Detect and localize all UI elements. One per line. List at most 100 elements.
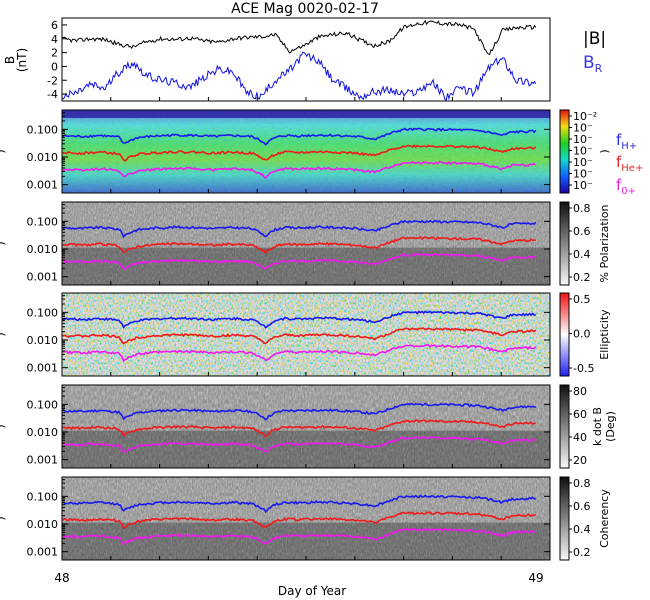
y-tick-label: -2 (47, 74, 58, 87)
y-tick-label: 0.010 (27, 151, 59, 164)
colorbar-tick-label: 10⁻ (573, 145, 593, 158)
y-tick-label: 0.100 (27, 215, 59, 228)
y-tick-label: 0.001 (27, 271, 59, 284)
colorbar-tick-label: 0.0 (573, 328, 591, 341)
gyro-line-fH (62, 127, 537, 146)
spectrogram (62, 110, 550, 193)
y-tick-label: 0.100 (27, 490, 59, 503)
legend-b-magnitude: |B| (583, 29, 606, 49)
gyro-line-fHe (62, 511, 537, 530)
legend-b-radial-main: B (583, 53, 595, 73)
colorbar-tick-label: 10⁻ (573, 133, 593, 146)
y-tick-label: 0.001 (27, 179, 59, 192)
spectrogram (62, 202, 550, 285)
y-tick-label: 0.010 (27, 334, 59, 347)
colorbar-tick-label: 10⁻ (573, 168, 593, 181)
y-tick-label: 0.001 (27, 454, 59, 467)
colorbar (559, 476, 570, 561)
colorbar-tick-label: 40 (573, 431, 587, 444)
y-tick-label: 2 (51, 47, 58, 60)
colorbar-tick-label: 0.6 (573, 225, 591, 238)
b-field-ylabel-unit: (nT) (15, 48, 29, 72)
colorbar-tick-label: 0.8 (573, 477, 591, 490)
legend-f-oplus-sub: 0+ (621, 186, 636, 197)
y-tick-label: 6 (51, 19, 58, 32)
colorbar-tick-label: 10⁻² (573, 110, 597, 123)
colorbar-label: Coherency (598, 489, 611, 548)
colorbar-label-unit: (Deg) (604, 411, 617, 442)
panel-polarization: 0.100 0.010 0.001) 0.8 0.6 0.4 0.2 % Polarizati… (0, 201, 611, 286)
colorbar-tick-label: 0.2 (573, 546, 591, 559)
colorbar-tick-label: 10⁻ (573, 156, 593, 169)
series-line-b-radial (61, 51, 537, 101)
spectrogram-texture (62, 202, 550, 285)
colorbar (559, 292, 570, 377)
y-tick-label: -4 (47, 88, 58, 101)
y-axis-label-fragment: ) (0, 424, 7, 428)
panel-coherency: 0.100 0.010 0.001) 0.8 0.6 0.4 0.2 Coherency (0, 476, 611, 561)
y-axis-label-fragment: ) (0, 332, 7, 336)
panel-k-dot-b: 0.100 0.010 0.001) 80 60 40 20 k dot B(Deg) (0, 384, 617, 469)
colorbar-label: k dot B (591, 407, 604, 446)
gyro-line-fO (62, 343, 537, 363)
colorbar-tick-label: 0.4 (573, 523, 591, 536)
colorbar-tick-label: 0.8 (573, 202, 591, 215)
panel-ellipticity: 0.100 0.010 0.001) 0.5 0.0 -0.5 Ellipticity (0, 292, 611, 377)
y-tick-label: 0.001 (27, 362, 59, 375)
colorbar (559, 384, 570, 469)
legend-f-heplus: fHe+ (616, 153, 643, 174)
b-field-ylabel-b: B (3, 56, 17, 64)
legend-b-radial-sub: R (595, 62, 603, 75)
legend-f-hplus-main: f (616, 131, 622, 149)
y-tick-label: 0.100 (27, 398, 59, 411)
gyro-line-fO (62, 435, 536, 453)
colorbar-tick-label: 0.2 (573, 271, 591, 284)
legend-f-oplus: f0+ (616, 176, 636, 197)
legend-f-oplus-main: f (616, 176, 622, 194)
spectrogram-lower-shade (62, 247, 550, 285)
colorbar-tick-label: 80 (573, 385, 587, 398)
spectrogram (62, 477, 550, 560)
gyro-line-fHe (62, 419, 536, 438)
y-axis-label-fragment: ) (0, 516, 7, 520)
y-tick-label: 0 (51, 60, 58, 73)
b-field-lines (61, 19, 537, 101)
spectrogram (62, 385, 550, 468)
colorbar-tick-label: 0.6 (573, 500, 591, 513)
colorbar-tick-label: 0.5 (573, 293, 591, 306)
panel-frame-b (61, 17, 551, 102)
x-tick-label-49: 49 (528, 571, 543, 585)
colorbar-label: ) (598, 149, 611, 153)
colorbar (559, 201, 570, 286)
y-tick-label: 0.001 (27, 546, 59, 559)
legend-f-heplus-main: f (616, 153, 622, 171)
gyro-line-fO (62, 527, 537, 546)
legend-f-hplus: fH+ (616, 131, 637, 152)
gyro-line-fHe (62, 327, 537, 345)
y-axis-label-fragment: ) (0, 149, 7, 153)
spectrogram-top-band (62, 110, 550, 118)
chart-title: ACE Mag 0020-02-17 (231, 1, 379, 17)
y-axis-label-fragment: ) (0, 241, 7, 245)
y-tick-label: 0.100 (27, 123, 59, 136)
colorbar-tick-label: 10⁻ (573, 179, 593, 192)
colorbar-tick-label: 10⁻ (573, 122, 593, 135)
gyro-line-fO (62, 160, 537, 179)
colorbar-label: Ellipticity (598, 309, 611, 360)
x-tick-label-48: 48 (54, 571, 69, 585)
y-tick-label: 0.010 (27, 243, 59, 256)
y-tick-label: 0.010 (27, 426, 59, 439)
series-line-b-magnitude (61, 19, 537, 55)
x-axis-label: Day of Year (278, 584, 346, 598)
colorbar-tick-label: 0.4 (573, 248, 591, 261)
gyro-line-fH (62, 310, 536, 329)
spectrogram (62, 293, 550, 376)
spectral-panels: 0.1000.0100.001)10⁻²10⁻10⁻10⁻10⁻10⁻10⁻)0… (0, 109, 617, 561)
colorbar-label: % Polarization (598, 205, 611, 283)
gyro-line-fHe (62, 144, 537, 162)
legend-b-radial: BR (583, 53, 603, 75)
gyro-line-fH (62, 402, 536, 421)
